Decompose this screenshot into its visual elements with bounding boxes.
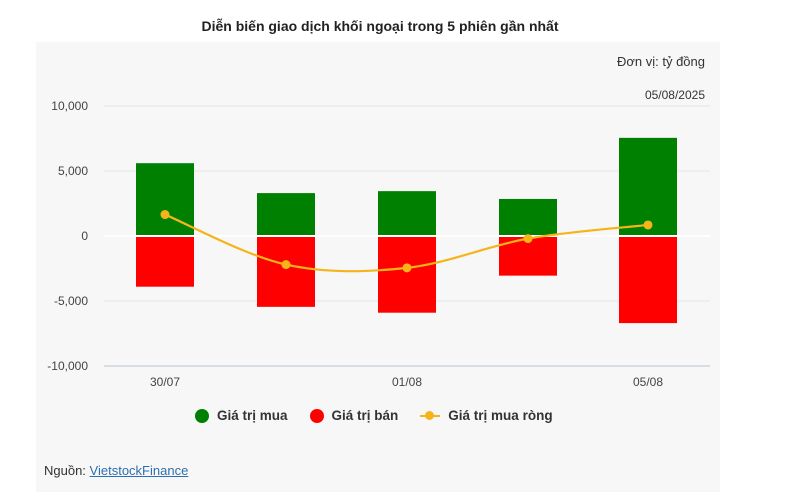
legend-label-sell: Giá trị bán <box>331 408 399 423</box>
legend-label-net: Giá trị mua ròng <box>448 408 553 423</box>
net-point-1 <box>281 260 291 270</box>
y-tick-label: -10,000 <box>47 359 88 373</box>
legend-swatch-net <box>420 409 441 423</box>
date-label: 05/08/2025 <box>644 88 705 102</box>
net-point-3 <box>523 234 533 244</box>
x-tick-label: 30/07 <box>150 375 180 389</box>
y-tick-label: 0 <box>81 229 88 243</box>
sell-bar-1 <box>257 236 315 307</box>
net-point-0 <box>160 210 170 220</box>
x-tick-label: 05/08 <box>633 375 663 389</box>
x-tick-label: 01/08 <box>392 375 422 389</box>
y-tick-label: -5,000 <box>54 294 88 308</box>
legend-label-buy: Giá trị mua <box>217 408 288 423</box>
legend-item-net[interactable]: Giá trị mua ròng <box>420 408 553 423</box>
source-prefix: Nguồn: <box>44 463 90 478</box>
y-axis-ticks: 10,000 5,000 0 -5,000 -10,000 <box>47 99 88 373</box>
unit-label: Đơn vị: tỷ đồng <box>616 54 705 69</box>
buy-bar-3 <box>499 198 557 236</box>
buy-bar-1 <box>257 193 315 236</box>
buy-bar-4 <box>619 137 677 236</box>
sell-bar-0 <box>136 236 194 287</box>
net-line <box>160 210 653 273</box>
x-axis-ticks: 30/07 01/08 05/08 <box>150 375 663 389</box>
source-link[interactable]: VietstockFinance <box>89 463 189 478</box>
legend: Giá trị mua Giá trị bán Giá trị mua ròng <box>195 408 575 423</box>
buy-bar-2 <box>378 191 436 236</box>
legend-swatch-buy <box>195 408 209 423</box>
sell-bar-2 <box>378 236 436 313</box>
y-tick-label: 10,000 <box>51 99 88 113</box>
chart-title: Diễn biến giao dịch khối ngoại trong 5 p… <box>201 18 559 34</box>
y-tick-label: 5,000 <box>58 164 88 178</box>
sell-bar-4 <box>619 236 677 324</box>
source-note: Nguồn: VietstockFinance <box>44 463 188 478</box>
net-point-2 <box>402 263 412 273</box>
legend-swatch-sell <box>309 408 324 423</box>
net-point-4 <box>643 220 653 230</box>
legend-item-buy[interactable]: Giá trị mua <box>195 408 288 423</box>
bars <box>104 137 710 324</box>
legend-item-sell[interactable]: Giá trị bán <box>309 408 399 423</box>
